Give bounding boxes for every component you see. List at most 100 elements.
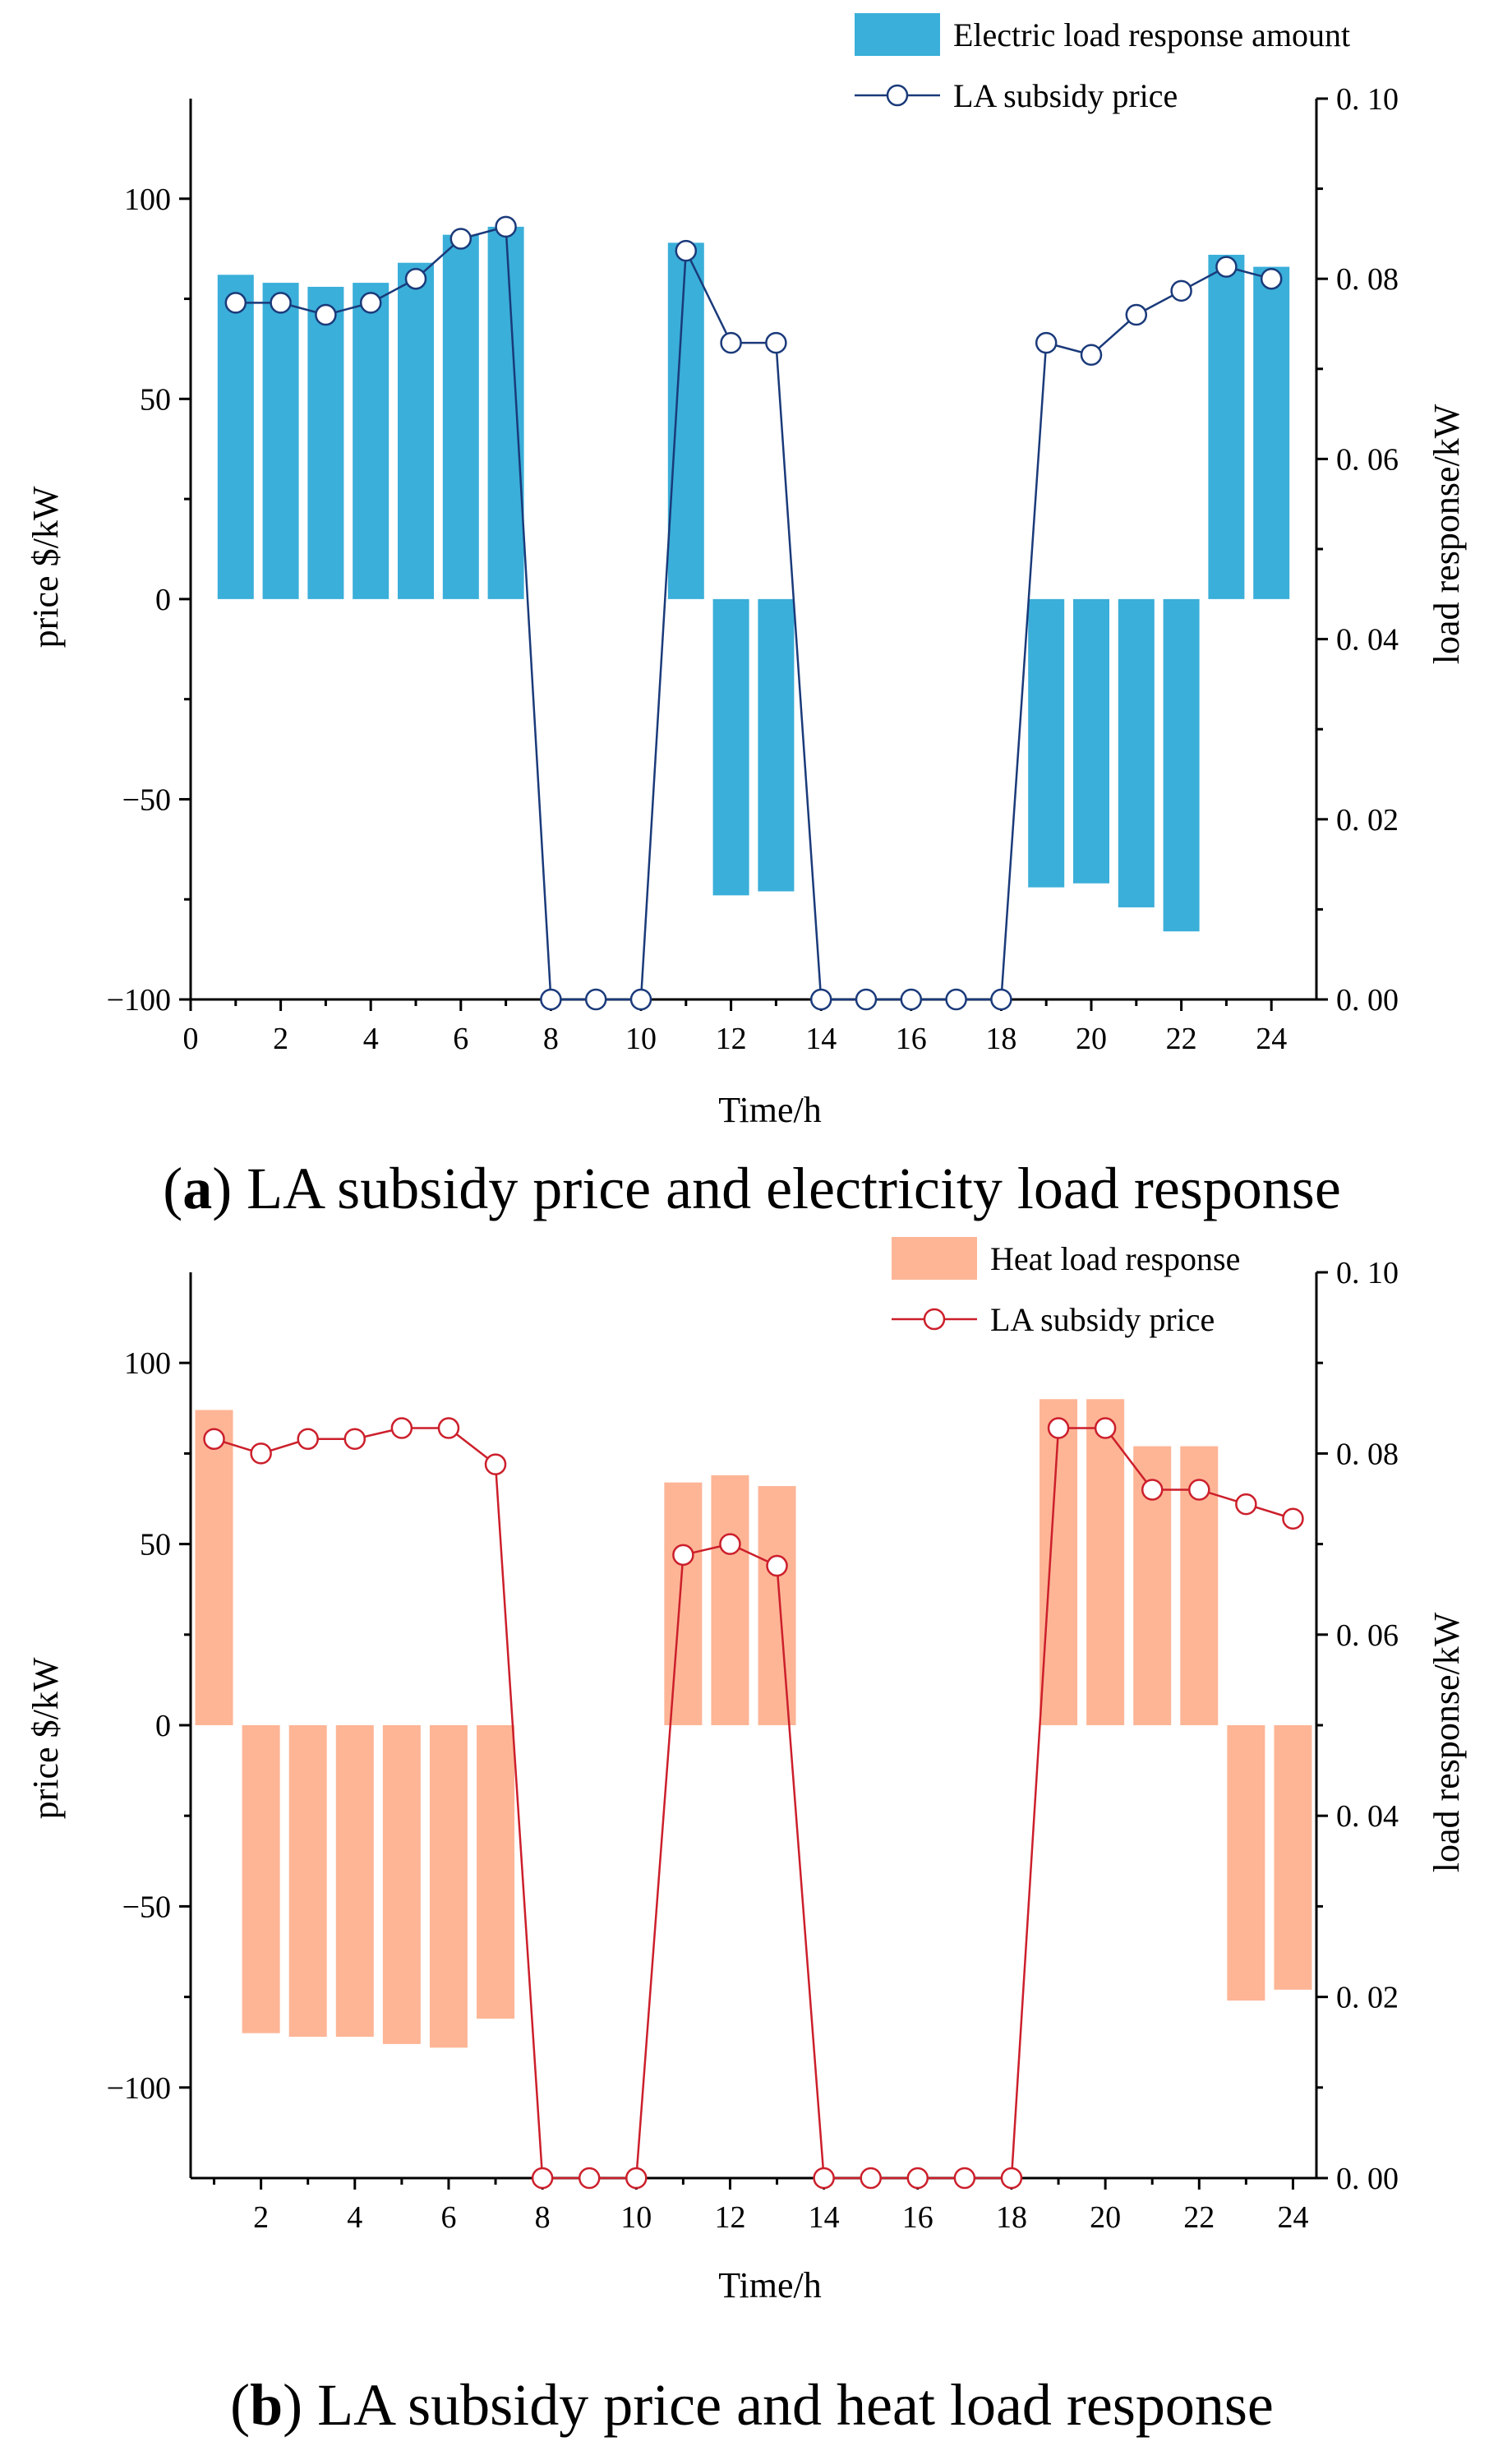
- legend-bar-swatch: [892, 1237, 977, 1280]
- price-point-h15: [860, 2167, 882, 2190]
- legend-bar-label: Electric load response amount: [953, 16, 1350, 53]
- price-point-h6: [437, 1417, 460, 1439]
- caption-space: [302, 2372, 317, 2438]
- price-point-h17: [953, 2167, 976, 2190]
- price-point-h23: [1235, 1493, 1257, 1516]
- y-tick-label: −50: [122, 782, 171, 817]
- price-point-h3: [297, 1428, 319, 1451]
- price-point-h23: [1215, 256, 1238, 278]
- legend-line-label: LA subsidy price: [953, 77, 1178, 114]
- y-tick-label: 0: [155, 583, 171, 617]
- bar-h12: [712, 598, 749, 896]
- caption-paren-open: (: [163, 1156, 182, 1221]
- bar-h5: [382, 1725, 421, 2044]
- bar-h13: [758, 598, 795, 892]
- y2-tick-label: 0. 06: [1336, 442, 1399, 477]
- y-axis-title: price $/kW: [25, 486, 66, 648]
- price-point-h18: [1000, 2167, 1023, 2190]
- x-tick-label: 16: [902, 2200, 933, 2235]
- price-point-h7: [484, 1453, 507, 1475]
- price-point-h13: [766, 1554, 788, 1577]
- y2-tick-label: 0. 08: [1336, 262, 1399, 297]
- x-tick-label: 14: [809, 2200, 840, 2235]
- price-point-h19: [1047, 1417, 1070, 1439]
- price-point-h9: [584, 988, 607, 1011]
- bar-h21: [1118, 598, 1155, 907]
- y2-tick-label: 0. 10: [1336, 82, 1399, 117]
- caption-space: [232, 1156, 247, 1221]
- price-point-h22: [1170, 279, 1192, 302]
- x-tick-label: 14: [805, 1022, 837, 1056]
- bar-h6: [429, 1725, 468, 2048]
- legend-line-label: LA subsidy price: [990, 1301, 1215, 1338]
- bar-h24: [1253, 266, 1290, 599]
- y2-tick-label: 0. 00: [1336, 2162, 1399, 2196]
- y-tick-label: 100: [124, 182, 171, 217]
- x-axis-title: Time/h: [718, 1090, 822, 1130]
- y2-axis-title: load response/kW: [1427, 404, 1467, 664]
- bar-h24: [1274, 1725, 1312, 1990]
- price-line: [235, 225, 1272, 1001]
- caption-text: LA subsidy price and heat load response: [317, 2372, 1274, 2438]
- x-tick-label: 16: [896, 1022, 927, 1056]
- y-tick-label: 0: [155, 1709, 171, 1743]
- bar-h4: [335, 1725, 374, 2038]
- y-tick-label: 50: [140, 1528, 171, 1562]
- bar-series: [195, 1399, 1312, 2048]
- y2-tick-label: 0. 02: [1336, 803, 1399, 838]
- price-point-h1: [203, 1428, 225, 1451]
- x-tick-label: 4: [347, 2200, 362, 2235]
- price-point-h22: [1188, 1479, 1210, 1501]
- x-tick-label: 20: [1090, 2200, 1121, 2235]
- price-point-h10: [625, 2167, 648, 2190]
- bar-h1: [217, 275, 254, 599]
- price-point-h11: [672, 1544, 694, 1567]
- price-point-h4: [359, 292, 382, 314]
- price-point-h17: [945, 988, 967, 1011]
- caption-letter: a: [182, 1156, 212, 1221]
- caption: (b) LA subsidy price and heat load respo…: [230, 2372, 1274, 2438]
- price-point-h6: [449, 228, 472, 250]
- y2-tick-label: 0. 02: [1336, 1981, 1399, 2015]
- legend-bar-swatch: [855, 13, 940, 56]
- price-point-h9: [578, 2167, 601, 2190]
- price-point-h3: [315, 303, 337, 326]
- x-tick-label: 0: [183, 1022, 199, 1056]
- x-tick-label: 2: [273, 1022, 288, 1056]
- price-line: [214, 1427, 1293, 2180]
- y2-tick-label: 0. 00: [1336, 983, 1399, 1018]
- legend: Heat load response LA subsidy price: [892, 1237, 1240, 1338]
- price-point-h2: [250, 1442, 272, 1465]
- x-tick-label: 10: [625, 1022, 657, 1056]
- bar-h6: [442, 234, 479, 599]
- x-tick-label: 18: [996, 2200, 1027, 2235]
- price-point-h12: [719, 1533, 741, 1555]
- bar-h23: [1227, 1725, 1265, 2001]
- price-point-h8: [531, 2167, 554, 2190]
- price-point-h12: [720, 331, 742, 354]
- price-point-h20: [1080, 344, 1103, 367]
- price-point-h19: [1035, 331, 1058, 354]
- price-point-h2: [270, 292, 292, 314]
- price-point-h10: [629, 988, 652, 1011]
- caption-paren-close: ): [212, 1156, 232, 1221]
- bar-h19: [1040, 1399, 1078, 1725]
- bar-h11: [667, 242, 704, 599]
- caption-text: LA subsidy price and electricity load re…: [247, 1156, 1341, 1221]
- price-point-h5: [404, 267, 427, 290]
- x-tick-label: 20: [1076, 1022, 1107, 1056]
- y2-tick-label: 0. 06: [1336, 1618, 1399, 1653]
- y-tick-label: −100: [107, 983, 171, 1018]
- caption-paren-close: ): [283, 2372, 302, 2438]
- price-point-h7: [495, 215, 517, 238]
- x-tick-label: 18: [985, 1022, 1016, 1056]
- caption-paren-open: (: [230, 2372, 250, 2438]
- bar-h11: [664, 1482, 703, 1725]
- price-point-h16: [900, 988, 923, 1011]
- x-tick-label: 6: [453, 1022, 468, 1056]
- price-point-h11: [675, 239, 698, 262]
- bar-h13: [758, 1486, 796, 1725]
- y2-tick-label: 0. 08: [1336, 1437, 1399, 1471]
- bar-h3: [307, 286, 344, 599]
